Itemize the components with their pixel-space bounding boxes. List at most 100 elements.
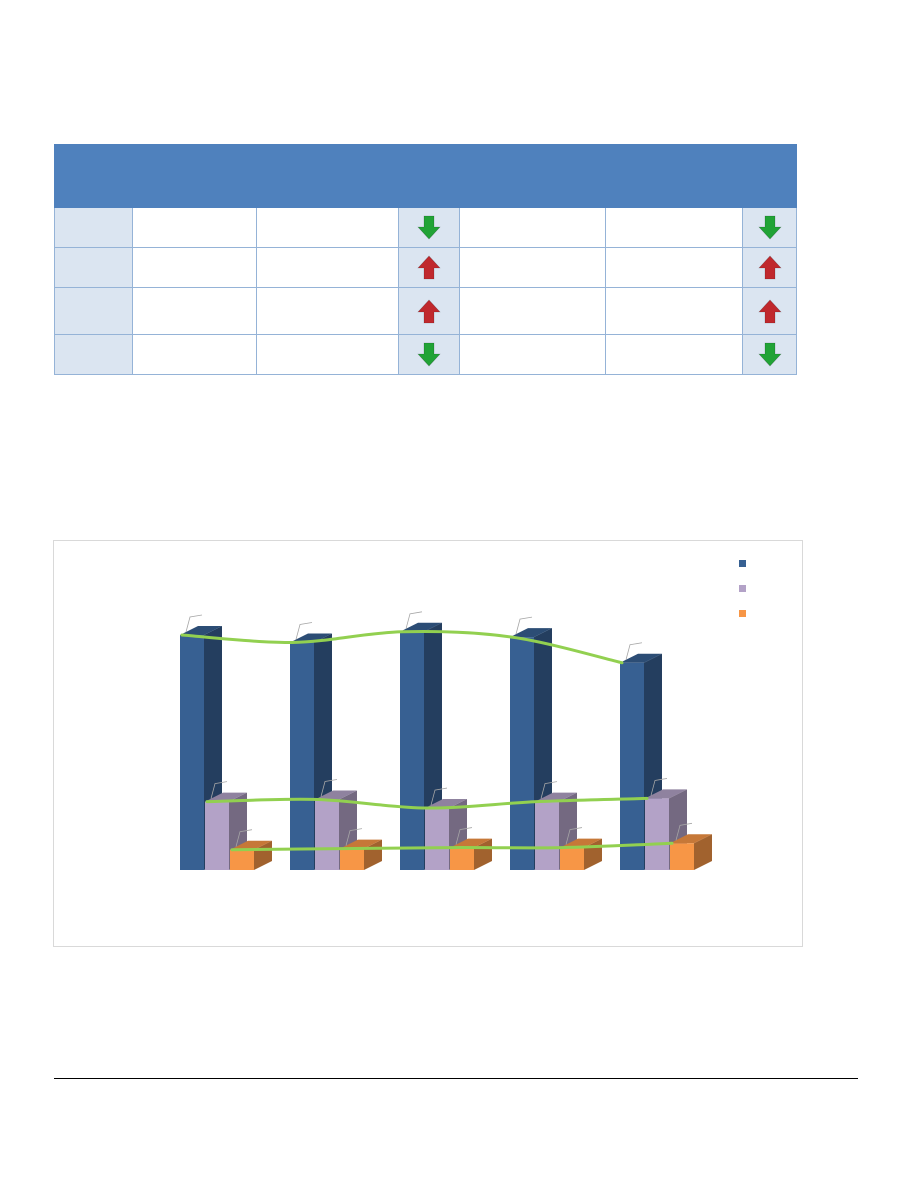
- summary-table: [54, 144, 797, 375]
- trend-cell: [398, 247, 460, 288]
- bar-s0-c1: [290, 642, 314, 870]
- bar-s0-c2: [400, 631, 424, 870]
- bar-s0-c3: [510, 637, 534, 870]
- data-label-leader: [405, 611, 423, 629]
- table-cell: [256, 334, 399, 375]
- bar-top-s0-c3: [510, 628, 552, 638]
- bar-top-s1-c3: [535, 792, 577, 802]
- table-cell: [256, 207, 399, 248]
- bar-s0-c0: [180, 635, 204, 870]
- table-cell: [132, 207, 257, 248]
- data-label-leader: [625, 642, 643, 660]
- table-cell: [256, 247, 399, 288]
- table-cell: [132, 247, 257, 288]
- legend-marker-s1: [739, 585, 746, 592]
- bar-top-s1-c2: [425, 799, 467, 809]
- red-up-arrow-icon: [417, 255, 441, 280]
- data-label-leader: [650, 778, 668, 796]
- bar-side-s2-c4: [694, 834, 712, 870]
- table-cell: [605, 207, 743, 248]
- header-cell: [54, 144, 133, 208]
- chart-frame: [53, 540, 803, 947]
- trend-line-s0: [180, 630, 624, 665]
- trend-cell: [742, 287, 797, 335]
- trend-cell: [742, 334, 797, 375]
- table-cell: [459, 334, 606, 375]
- data-label-leader: [345, 828, 363, 846]
- trend-cell: [742, 207, 797, 248]
- data-label-leader: [185, 614, 203, 633]
- table-row: [54, 207, 797, 248]
- data-label-leader: [295, 622, 313, 640]
- clustered-column-chart: [180, 560, 746, 870]
- legend-marker-s0: [739, 560, 746, 567]
- bar-s1-c1: [315, 799, 339, 870]
- table-cell: [132, 287, 257, 335]
- header-cell: [256, 144, 399, 208]
- bar-s0-c4: [620, 662, 644, 870]
- header-cell: [459, 144, 606, 208]
- bar-top-s2-c4: [670, 834, 712, 844]
- legend-marker-s2: [739, 610, 746, 617]
- bar-top-s0-c0: [180, 626, 222, 635]
- table-cell: [459, 287, 606, 335]
- footer-divider: [54, 1078, 858, 1079]
- bar-top-s2-c1: [340, 839, 382, 849]
- table-header-row: [54, 144, 797, 208]
- bar-s1-c0: [205, 801, 229, 870]
- table-cell: [132, 334, 257, 375]
- green-down-arrow-icon: [757, 342, 782, 367]
- data-label-leader: [675, 822, 693, 841]
- data-label-leader: [235, 829, 253, 847]
- data-label-leader: [540, 781, 558, 799]
- data-label-leader: [430, 787, 448, 806]
- green-down-arrow-icon: [417, 215, 441, 240]
- bar-top-s2-c2: [450, 838, 492, 848]
- table-row: [54, 334, 797, 375]
- red-up-arrow-icon: [757, 299, 782, 323]
- row-label-cell: [54, 247, 133, 288]
- bar-top-s0-c1: [290, 633, 332, 643]
- bar-top-s2-c0: [230, 840, 272, 850]
- header-cell: [742, 144, 797, 208]
- trend-cell: [742, 247, 797, 288]
- red-up-arrow-icon: [757, 255, 782, 280]
- row-label-cell: [54, 334, 133, 375]
- data-label-leader: [320, 779, 338, 797]
- bar-s1-c2: [425, 808, 449, 870]
- table-row: [54, 287, 797, 335]
- bar-s1-c4: [645, 798, 669, 870]
- bar-top-s1-c1: [315, 790, 357, 800]
- table-cell: [256, 287, 399, 335]
- table-cell: [605, 334, 743, 375]
- bar-top-s2-c3: [560, 838, 602, 848]
- table-cell: [605, 247, 743, 288]
- table-cell: [605, 287, 743, 335]
- bar-s2-c1: [340, 848, 364, 870]
- table-cell: [459, 247, 606, 288]
- green-down-arrow-icon: [417, 342, 441, 367]
- trend-cell: [398, 334, 460, 375]
- header-cell: [132, 144, 257, 208]
- table-row: [54, 247, 797, 288]
- trend-line-s2: [230, 841, 674, 852]
- bar-top-s1-c0: [205, 792, 247, 802]
- green-down-arrow-icon: [757, 215, 782, 240]
- trend-cell: [398, 287, 460, 335]
- red-up-arrow-icon: [417, 299, 441, 323]
- row-label-cell: [54, 207, 133, 248]
- bar-top-s0-c2: [400, 622, 442, 632]
- data-label-leader: [515, 616, 533, 635]
- header-cell: [398, 144, 460, 208]
- bar-s2-c0: [230, 849, 254, 870]
- trend-line-s1: [205, 796, 649, 810]
- bar-s2-c3: [560, 847, 584, 870]
- data-label-leader: [210, 781, 228, 799]
- bar-top-s0-c4: [620, 653, 662, 663]
- data-label-leader: [455, 827, 473, 845]
- table-cell: [459, 207, 606, 248]
- bar-s2-c4: [670, 843, 694, 870]
- bar-top-s1-c4: [645, 789, 687, 799]
- data-label-leader: [565, 827, 583, 845]
- trend-cell: [398, 207, 460, 248]
